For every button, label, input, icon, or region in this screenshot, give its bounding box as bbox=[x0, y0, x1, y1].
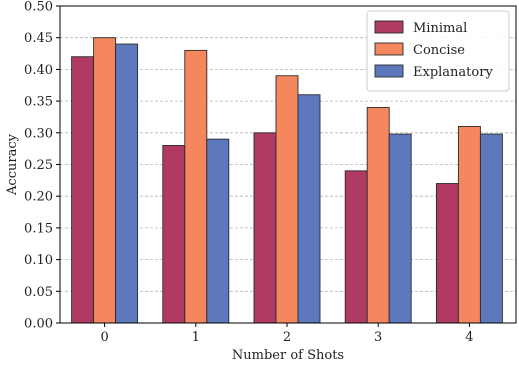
legend-swatch-minimal bbox=[374, 20, 404, 34]
bar-explanatory-1 bbox=[206, 138, 230, 324]
x-axis-ticks: 0 1 2 3 4 bbox=[100, 323, 474, 345]
x-tick-label: 0 bbox=[100, 330, 108, 345]
bar-concise-4 bbox=[457, 126, 481, 324]
legend-label-minimal: Minimal bbox=[413, 21, 467, 36]
y-tick-label: 0.15 bbox=[24, 221, 53, 236]
bar-minimal-1 bbox=[162, 145, 186, 324]
legend-swatch-concise bbox=[374, 42, 404, 56]
y-tick-label: 0.25 bbox=[24, 158, 53, 173]
bar-minimal-0 bbox=[71, 56, 95, 324]
bar-minimal-2 bbox=[253, 132, 277, 324]
y-tick-label: 0.05 bbox=[24, 285, 53, 300]
legend-label-concise: Concise bbox=[413, 43, 465, 58]
bar-explanatory-0 bbox=[115, 43, 139, 324]
y-tick-label: 0.10 bbox=[24, 253, 53, 268]
x-tick-label: 3 bbox=[374, 330, 382, 345]
y-tick-label: 0.50 bbox=[24, 0, 53, 15]
bar-minimal-3 bbox=[344, 170, 368, 324]
x-tick-label: 1 bbox=[192, 330, 200, 345]
bar-explanatory-4 bbox=[479, 133, 503, 324]
x-tick-label: 4 bbox=[465, 330, 473, 345]
x-tick-label: 2 bbox=[283, 330, 291, 345]
bar-minimal-4 bbox=[435, 183, 459, 324]
legend: Minimal Concise Explanatory bbox=[366, 10, 510, 92]
y-tick-label: 0.45 bbox=[24, 31, 53, 46]
bars bbox=[71, 37, 503, 324]
bar-explanatory-2 bbox=[297, 94, 321, 324]
y-tick-label: 0.20 bbox=[24, 190, 53, 205]
y-tick-label: 0.30 bbox=[24, 126, 53, 141]
bar-concise-0 bbox=[93, 37, 117, 324]
bar-concise-3 bbox=[366, 106, 390, 324]
y-axis-ticks: 0.00 0.05 0.10 0.15 0.20 0.25 0.30 0.35 0.40 0.45… bbox=[24, 0, 60, 332]
y-axis-label: Accuracy bbox=[5, 133, 20, 196]
legend-label-explanatory: Explanatory bbox=[413, 65, 493, 80]
bar-concise-2 bbox=[275, 75, 299, 324]
y-tick-label: 0.00 bbox=[24, 317, 53, 332]
legend-swatch-explanatory bbox=[374, 64, 404, 78]
y-tick-label: 0.35 bbox=[24, 95, 53, 110]
x-axis-label: Number of Shots bbox=[232, 348, 344, 363]
y-tick-label: 0.40 bbox=[24, 63, 53, 78]
bar-explanatory-3 bbox=[388, 133, 412, 324]
bar-concise-1 bbox=[184, 49, 208, 324]
